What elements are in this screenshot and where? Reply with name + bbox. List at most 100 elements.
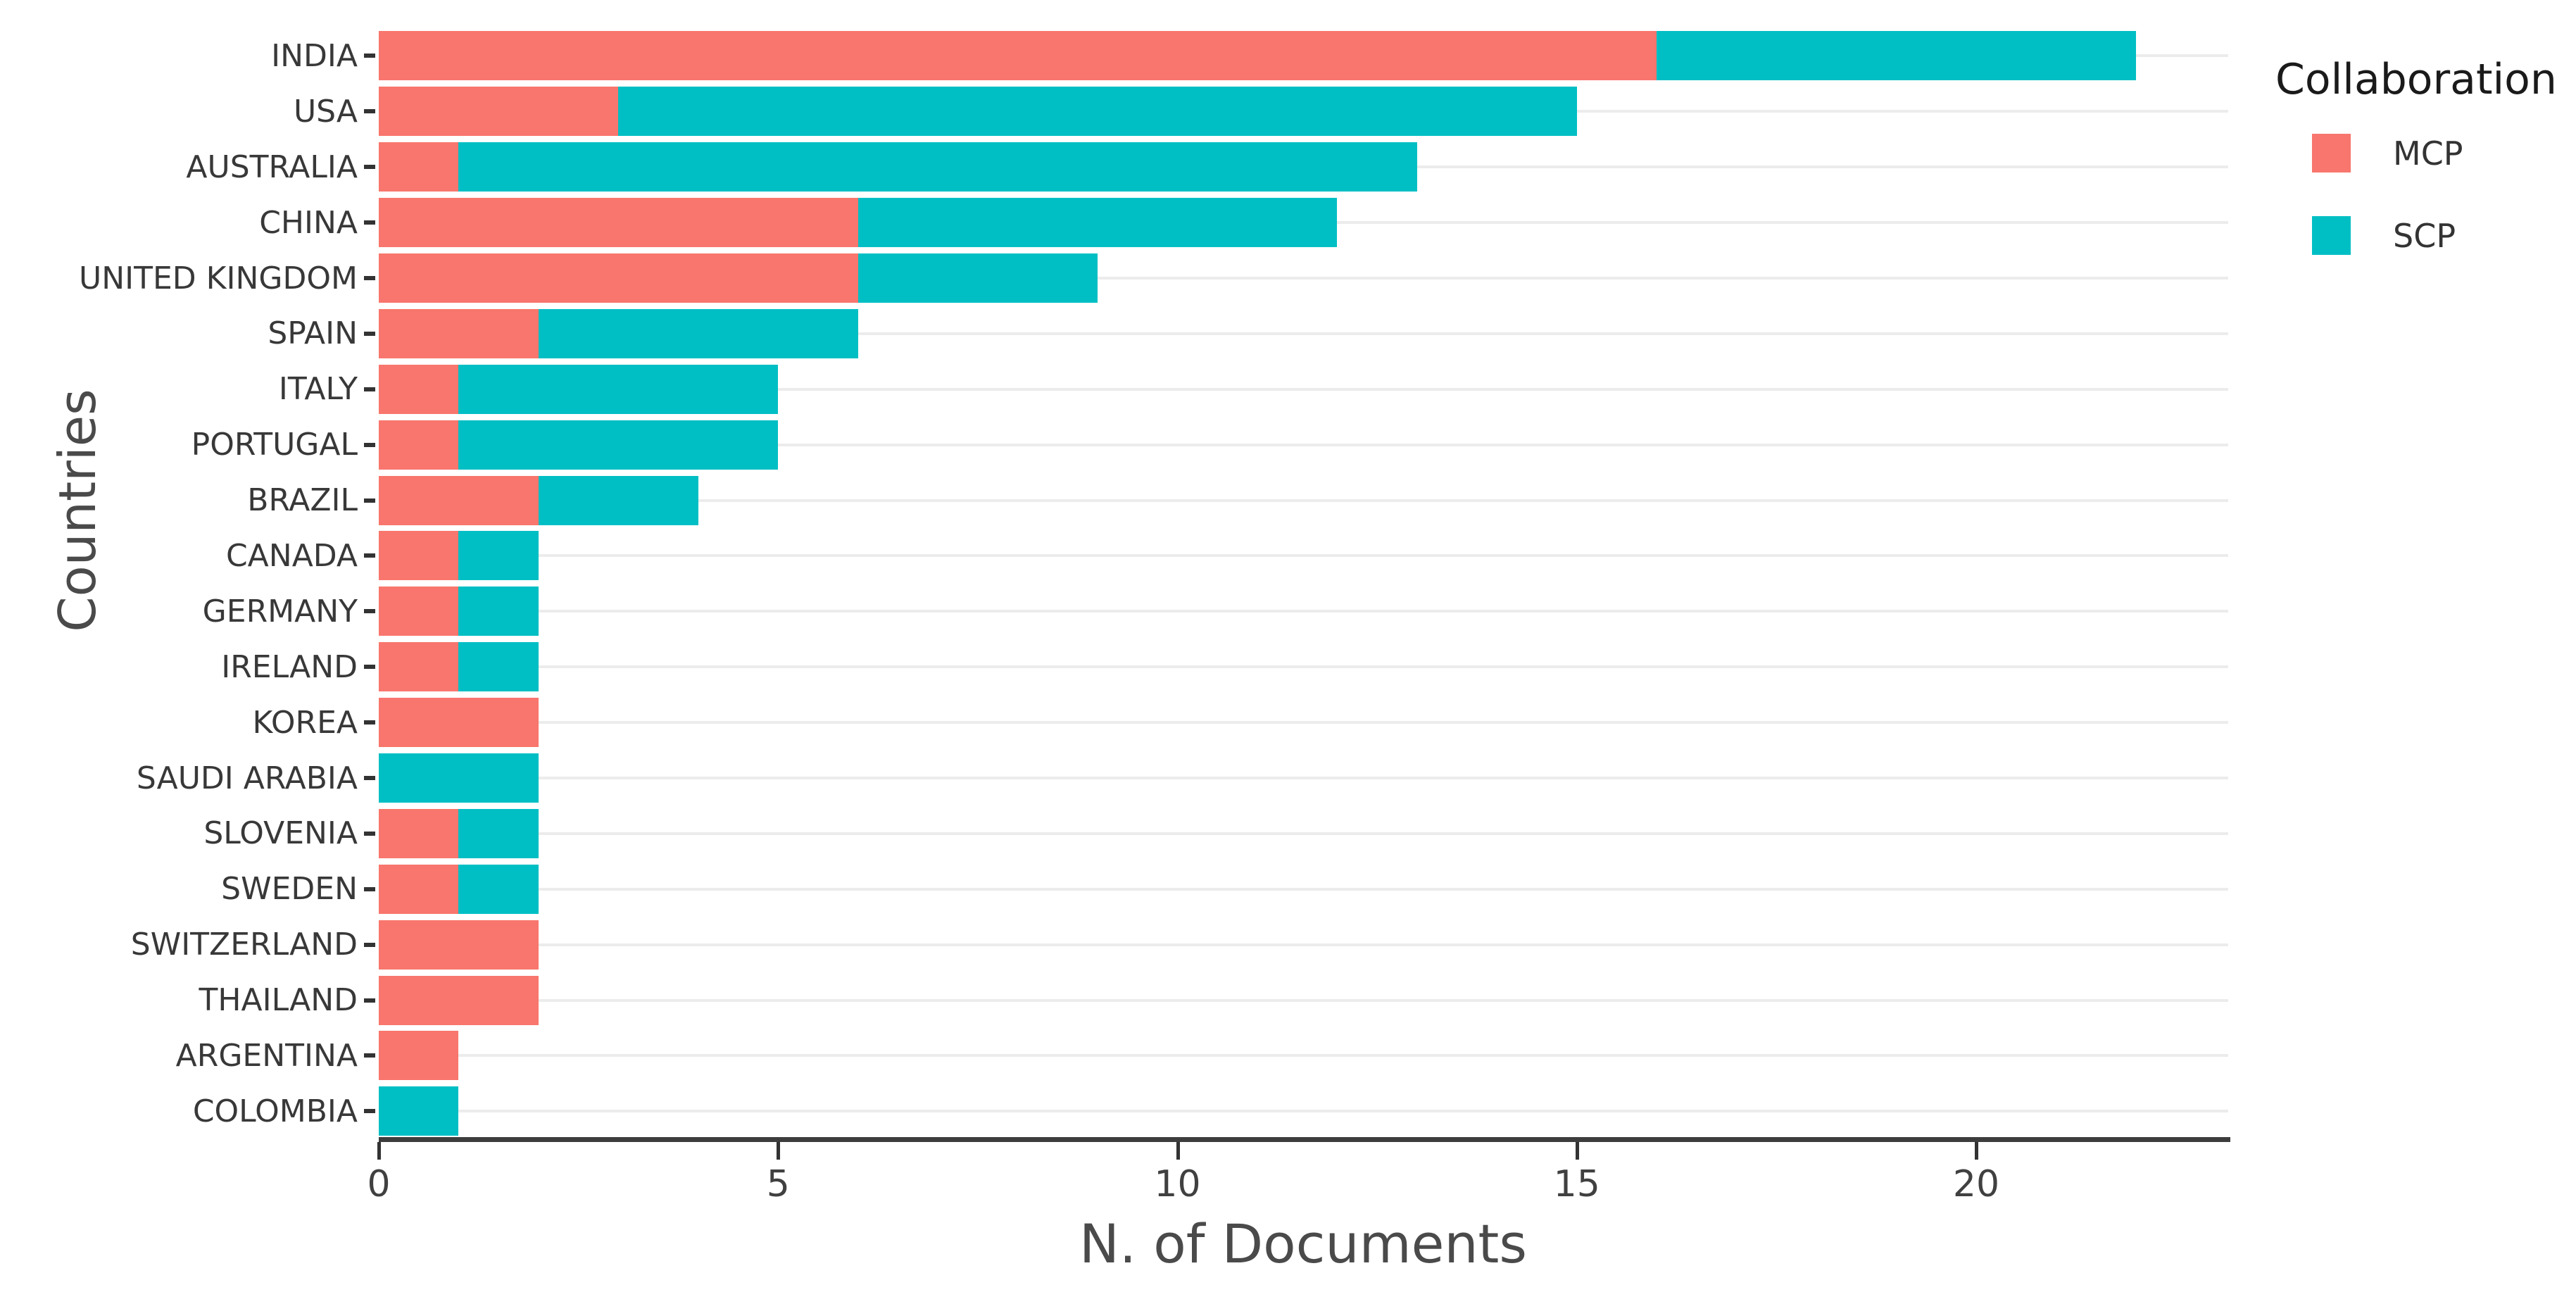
category-label: COLOMBIA	[192, 1093, 358, 1129]
mcp-segment	[379, 87, 619, 137]
category-row: GERMANY	[0, 584, 377, 639]
category-row: ITALY	[0, 361, 377, 417]
bar-row-brazil	[379, 472, 2228, 528]
category-gridline	[379, 721, 2228, 724]
stacked-bar	[379, 753, 539, 803]
category-tick-mark	[364, 1053, 375, 1058]
category-row: COLOMBIA	[0, 1084, 377, 1139]
category-row: SWEDEN	[0, 861, 377, 917]
legend-label-scp: SCP	[2393, 216, 2456, 255]
x-axis-tick-mark	[1176, 1142, 1180, 1160]
category-row: SLOVENIA	[0, 805, 377, 861]
category-row: KOREA	[0, 695, 377, 751]
category-tick-mark	[364, 54, 375, 58]
category-label: SPAIN	[268, 315, 358, 352]
stacked-bar	[379, 475, 698, 525]
category-tick-mark	[364, 886, 375, 891]
mcp-segment	[379, 475, 539, 525]
category-gridline	[379, 443, 2228, 446]
category-row: SPAIN	[0, 306, 377, 361]
bar-row-saudi-arabia	[379, 751, 2228, 806]
x-axis-tick-label: 15	[1553, 1163, 1600, 1205]
category-gridline	[379, 554, 2228, 558]
category-label: INDIA	[271, 37, 358, 74]
stacked-bar	[379, 31, 2136, 81]
category-tick-mark	[364, 165, 375, 170]
x-axis-tick-mark	[1575, 1142, 1579, 1160]
bar-row-thailand	[379, 972, 2228, 1028]
category-row: AUSTRALIA	[0, 139, 377, 195]
category-tick-mark	[364, 387, 375, 391]
category-label: SAUDI ARABIA	[136, 760, 358, 796]
category-row: BRAZIL	[0, 472, 377, 528]
category-row: INDIA	[0, 28, 377, 84]
category-label: KOREA	[252, 704, 358, 741]
category-gridline	[379, 387, 2228, 391]
bar-row-argentina	[379, 1028, 2228, 1084]
x-axis-line	[379, 1137, 2230, 1142]
bar-row-germany	[379, 584, 2228, 639]
category-label: SLOVENIA	[203, 815, 358, 852]
mcp-segment	[379, 31, 1657, 81]
scp-segment	[458, 808, 539, 858]
category-row: CHINA	[0, 195, 377, 251]
category-tick-mark	[364, 553, 375, 558]
mcp-segment	[379, 253, 858, 303]
category-tick-mark	[364, 109, 375, 114]
scp-segment	[458, 642, 539, 692]
category-label: GERMANY	[202, 593, 358, 629]
category-label: IRELAND	[221, 648, 358, 685]
category-axis-labels: INDIA USA AUSTRALIA CHINA UNITED KINGDOM SPAI…	[0, 28, 377, 1139]
stacked-bar	[379, 308, 858, 358]
category-tick-mark	[364, 331, 375, 336]
stacked-bar	[379, 1086, 459, 1136]
category-gridline	[379, 1054, 2228, 1058]
legend-item-mcp[interactable]: MCP	[2312, 134, 2557, 172]
mcp-segment	[379, 698, 539, 748]
category-gridline	[379, 332, 2228, 335]
bar-row-italy	[379, 361, 2228, 417]
scp-segment	[458, 364, 779, 414]
category-gridline	[379, 943, 2228, 946]
category-tick-mark	[364, 442, 375, 447]
category-gridline	[379, 998, 2228, 1002]
category-row: CANADA	[0, 528, 377, 584]
bar-row-united-kingdom	[379, 251, 2228, 306]
category-label: UNITED KINGDOM	[79, 260, 358, 296]
x-axis-tick-mark	[777, 1142, 781, 1160]
scp-segment	[857, 198, 1338, 248]
bar-row-australia	[379, 139, 2228, 195]
mcp-color-swatch	[2312, 134, 2351, 172]
category-gridline	[379, 832, 2228, 835]
scp-segment	[1657, 31, 2136, 81]
category-label: CHINA	[259, 204, 358, 241]
legend-item-scp[interactable]: SCP	[2312, 216, 2557, 255]
category-row: USA	[0, 84, 377, 139]
bar-row-colombia	[379, 1084, 2228, 1139]
stacked-bar	[379, 642, 539, 692]
category-tick-mark	[364, 998, 375, 1003]
scp-segment	[458, 864, 539, 914]
category-tick-mark	[364, 609, 375, 614]
category-tick-mark	[364, 276, 375, 280]
bar-row-korea	[379, 695, 2228, 751]
mcp-segment	[379, 864, 459, 914]
category-label: SWITZERLAND	[130, 927, 358, 963]
category-tick-mark	[364, 665, 375, 670]
stacked-bar	[379, 531, 539, 581]
x-axis-tick-label: 0	[367, 1163, 391, 1205]
scp-segment	[458, 420, 779, 470]
category-gridline	[379, 665, 2228, 669]
bar-row-canada	[379, 528, 2228, 584]
scp-segment	[538, 475, 698, 525]
mcp-segment	[379, 531, 459, 581]
stacked-bar	[379, 253, 1098, 303]
stacked-bar	[379, 198, 1338, 248]
category-tick-mark	[364, 220, 375, 225]
category-gridline	[379, 777, 2228, 780]
category-tick-mark	[364, 1109, 375, 1114]
stacked-bar	[379, 87, 1577, 137]
legend-label-mcp: MCP	[2393, 134, 2463, 172]
bar-row-india	[379, 28, 2228, 84]
